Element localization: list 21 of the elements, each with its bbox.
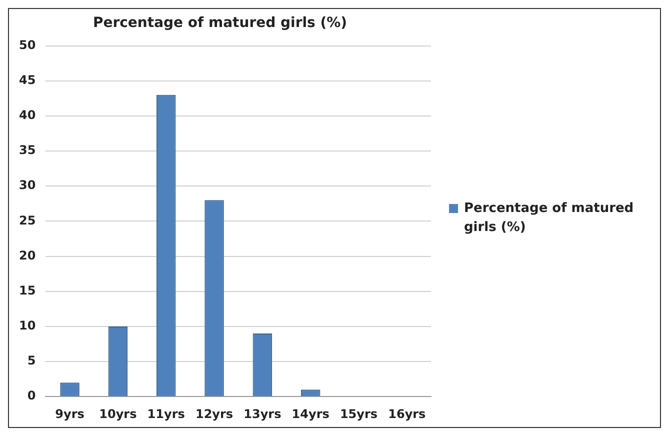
x-tick-label: 13yrs <box>244 406 282 421</box>
y-tick-label: 40 <box>18 108 36 122</box>
x-tick-label: 10yrs <box>99 406 137 421</box>
y-tick-label: 35 <box>18 143 36 158</box>
x-tick-label: 9yrs <box>55 406 84 421</box>
y-tick-label: 15 <box>18 283 36 298</box>
legend-label: Percentage of matured girls (%) <box>464 200 635 237</box>
y-tick-label: 20 <box>18 248 36 262</box>
y-tick-label: 25 <box>18 213 36 228</box>
chart-title: Percentage of matured girls (%) <box>92 15 348 32</box>
y-tick-label: 50 <box>18 38 36 52</box>
y-tick-label: 5 <box>27 354 36 368</box>
x-tick-label: 11yrs <box>147 406 185 421</box>
y-tick-label: 45 <box>18 73 36 88</box>
x-tick-label: 16yrs <box>388 406 426 421</box>
y-tick-label: 30 <box>18 178 36 192</box>
y-tick-label: 0 <box>27 388 36 403</box>
y-tick-label: 10 <box>18 318 36 333</box>
x-tick-label: 12yrs <box>195 406 234 421</box>
x-tick-label: 14yrs <box>292 406 330 421</box>
x-tick-label: 15yrs <box>340 406 378 421</box>
